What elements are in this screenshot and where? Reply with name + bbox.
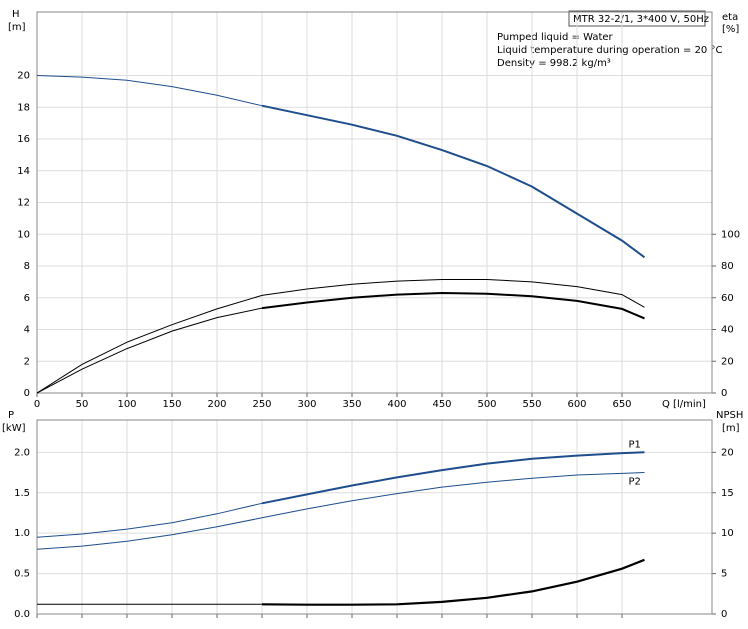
x-tick-label: 150: [162, 399, 181, 410]
y-tick-label: 12: [17, 198, 30, 209]
y-tick-label: 6: [24, 293, 30, 304]
y2-label: eta: [722, 12, 738, 23]
curve: [36, 307, 263, 394]
y-unit: [m]: [8, 22, 26, 33]
x-tick-label: 0: [34, 399, 40, 410]
y2-tick-label: 20: [721, 356, 734, 367]
curve: [36, 279, 645, 394]
y2-label: NPSH: [716, 410, 743, 421]
x-tick-label: 300: [297, 399, 316, 410]
plot-frame: [36, 11, 713, 394]
y-tick-label: 0: [24, 388, 30, 399]
series-label: P2: [629, 477, 641, 488]
y2-unit: [m]: [722, 423, 740, 434]
y-tick-label: 14: [17, 166, 30, 177]
info-line: Pumped liquid = Water: [497, 32, 614, 43]
y2-unit: [%]: [722, 24, 739, 35]
y-tick-label: 1.0: [14, 528, 30, 539]
x-tick-label: 200: [207, 399, 226, 410]
x-tick-label: 600: [567, 399, 586, 410]
y-tick-label: 10: [17, 229, 30, 240]
y-tick-label: 8: [24, 261, 30, 272]
info-line: Density = 998.2 kg/m³: [497, 58, 611, 69]
y2-tick-label: 5: [721, 569, 727, 580]
y2-tick-label: 40: [721, 325, 734, 336]
y-tick-label: 4: [24, 325, 30, 336]
info-box: [568, 10, 706, 27]
y2-tick-label: 100: [721, 229, 740, 240]
x-tick-label: 450: [432, 399, 451, 410]
y2-tick-label: 15: [721, 488, 734, 499]
y-tick-label: 1.5: [14, 488, 30, 499]
curve: [261, 291, 645, 320]
y-tick-label: 0.0: [14, 609, 30, 620]
y-unit: [kW]: [2, 423, 26, 434]
y2-tick-label: 80: [721, 261, 734, 272]
y2-tick-label: 20: [721, 447, 734, 458]
x-tick-label: 50: [76, 399, 89, 410]
y-tick-label: 16: [17, 134, 30, 145]
x-tick-label: 250: [252, 399, 271, 410]
x-tick-label: 350: [342, 399, 361, 410]
x-tick-label: 550: [522, 399, 541, 410]
x-tick-label: 100: [117, 399, 136, 410]
curve: [261, 451, 645, 505]
y2-tick-label: 0: [721, 609, 727, 620]
y-label: P: [8, 410, 14, 421]
info-box-text: MTR 32-2/1, 3*400 V, 50Hz: [573, 14, 709, 25]
curve: [36, 75, 263, 107]
y2-tick-label: 10: [721, 528, 734, 539]
x-tick-label: 400: [387, 399, 406, 410]
x-tick-label: 650: [612, 399, 631, 410]
y-tick-label: 18: [17, 102, 30, 113]
y2-tick-label: 0: [721, 388, 727, 399]
x-label: Q [l/min]: [662, 399, 706, 410]
curve: [261, 558, 645, 606]
y-tick-label: 0.5: [14, 569, 30, 580]
y-tick-label: 2.0: [14, 447, 30, 458]
y-tick-label: 2: [24, 356, 30, 367]
curve: [261, 104, 646, 259]
y-tick-label: 20: [17, 71, 30, 82]
info-line: Liquid temperature during operation = 20…: [497, 45, 722, 56]
curve: [36, 502, 263, 538]
y-label: H: [12, 9, 20, 20]
x-tick-label: 500: [477, 399, 496, 410]
plot-frame: [36, 419, 713, 615]
curve: [36, 472, 645, 550]
y2-tick-label: 60: [721, 293, 734, 304]
series-label: P1: [629, 439, 641, 450]
